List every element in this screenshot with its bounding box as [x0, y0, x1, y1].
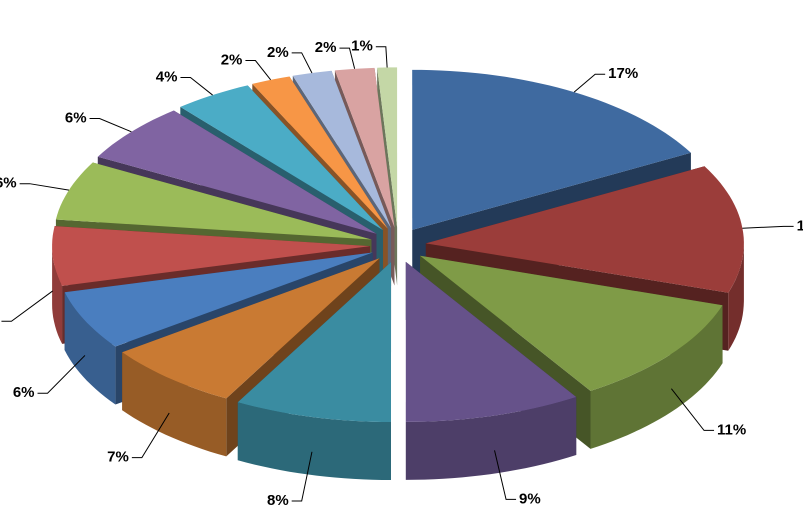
slice	[377, 67, 398, 228]
slice	[64, 252, 373, 347]
leader-line	[180, 76, 213, 96]
leader-line	[89, 118, 132, 133]
slice-wall	[64, 292, 116, 405]
leader-line	[1, 290, 53, 322]
leader-line	[245, 60, 272, 81]
slice	[180, 85, 384, 231]
data-label: 9%	[519, 490, 541, 507]
slice-wall	[122, 352, 227, 457]
data-label: 8%	[267, 492, 289, 509]
leader-line	[291, 451, 313, 502]
slice-wall	[728, 243, 744, 351]
data-label: 6%	[65, 110, 87, 127]
data-label: 6%	[0, 175, 17, 192]
slice-wall	[52, 246, 63, 344]
data-label: 13%	[797, 217, 803, 234]
data-label: 7%	[107, 449, 129, 466]
leader-line	[291, 52, 313, 74]
leader-line	[573, 73, 606, 93]
slice	[412, 69, 691, 230]
slice	[52, 226, 371, 286]
data-label: 17%	[608, 65, 638, 82]
data-label: 4%	[156, 68, 178, 85]
slice	[55, 162, 372, 240]
slice-wall	[237, 402, 391, 480]
data-label: 1%	[351, 38, 373, 55]
leader-line	[375, 46, 388, 68]
slice-wall	[405, 397, 577, 480]
slice	[420, 255, 723, 391]
slice	[405, 261, 577, 422]
leader-line	[670, 388, 715, 431]
data-label: 11%	[717, 421, 746, 438]
slice	[292, 70, 392, 228]
data-label: 6%	[13, 384, 35, 401]
leader-line	[19, 183, 70, 191]
leader-line	[742, 225, 794, 229]
slice-wall	[590, 305, 723, 449]
data-label: 2%	[267, 44, 289, 61]
leader-line	[37, 355, 86, 394]
data-label: 2%	[221, 52, 243, 69]
leader-line	[494, 450, 517, 500]
leader-line	[131, 412, 170, 459]
data-label: 2%	[315, 39, 337, 56]
leader-line	[339, 47, 356, 69]
slice	[334, 67, 395, 228]
slice	[237, 262, 392, 422]
slice	[97, 110, 377, 234]
slice	[252, 76, 388, 229]
slice	[425, 166, 744, 293]
slice	[122, 258, 380, 399]
